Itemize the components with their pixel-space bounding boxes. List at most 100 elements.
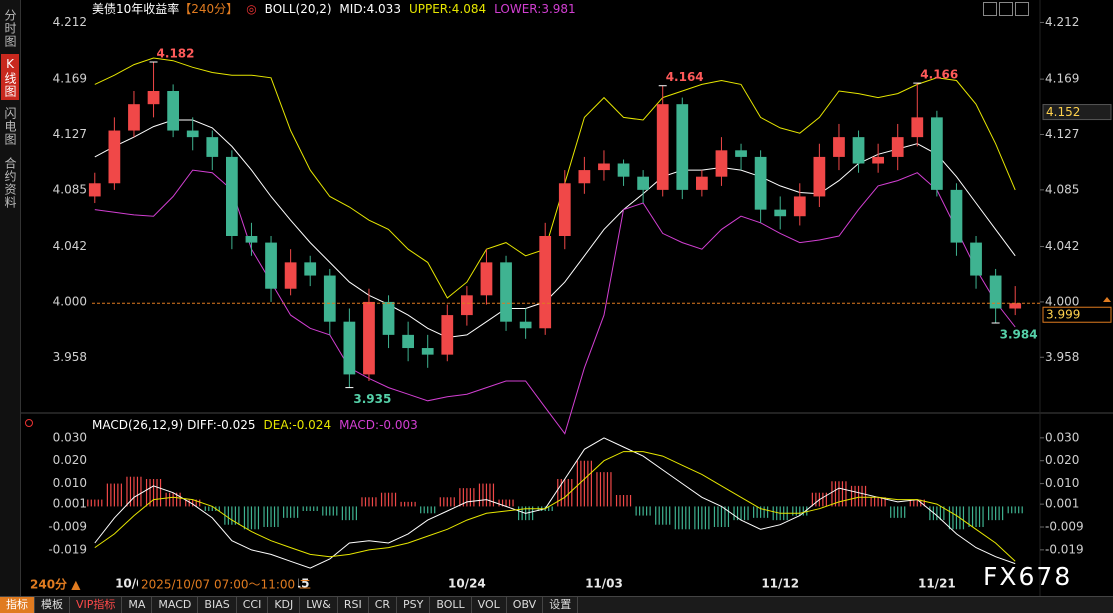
x-tick-label: 10/24	[448, 577, 486, 591]
candle-body	[637, 177, 649, 190]
toolbar-button[interactable]: 设置	[543, 597, 578, 613]
y-tick-label: 4.085	[53, 182, 87, 196]
toolbar-button[interactable]: VOL	[472, 597, 507, 613]
toolbar-button[interactable]: 模板	[35, 597, 70, 613]
y-tick-label: 0.020	[53, 453, 87, 467]
candle-body	[481, 262, 493, 295]
y-tick-label: 4.000	[53, 294, 87, 308]
candle-body	[128, 104, 140, 130]
candle-body	[559, 183, 571, 236]
candle-body	[441, 315, 453, 355]
candle-body	[344, 322, 356, 375]
candle-body	[402, 335, 414, 348]
icon[interactable]	[26, 420, 33, 427]
candle-body	[814, 157, 826, 197]
candle-body	[461, 295, 473, 315]
y-tick-label: -0.019	[1045, 542, 1084, 556]
legend-entry: MID:4.033	[339, 2, 401, 16]
toolbar-button[interactable]: KDJ	[268, 597, 300, 613]
candle-body	[716, 150, 728, 176]
period: 【240分】	[179, 2, 238, 16]
y-tick-label: 0.030	[53, 430, 87, 444]
candle-body	[167, 91, 179, 131]
indicator-toolbar: 指标模板VIP指标MAMACDBIASCCIKDJLW&RSICRPSYBOLL…	[0, 596, 1113, 613]
candle-body	[324, 276, 336, 322]
legend-entry: DEA:-0.024	[264, 418, 332, 432]
candle-body	[657, 104, 669, 190]
y-tick-label: 4.212	[53, 15, 87, 29]
x-tick-label: 11/12	[761, 577, 799, 591]
toolbar-button[interactable]: MA	[122, 597, 152, 613]
candle-body	[774, 210, 786, 217]
toolbar-button[interactable]: LW&	[300, 597, 338, 613]
period-label: 240分 ▲	[30, 577, 81, 592]
icon[interactable]: ◎	[246, 2, 256, 16]
toolbar-icon[interactable]	[983, 2, 997, 16]
y-tick-label: -0.009	[1045, 520, 1084, 534]
toolbar-button[interactable]: OBV	[507, 597, 543, 613]
candle-body	[735, 150, 747, 157]
candle-body	[872, 157, 884, 164]
legend-entry: DIFF:-0.025	[187, 418, 255, 432]
y-tick-label: 4.042	[53, 239, 87, 253]
y-tick-label: 0.020	[1045, 453, 1079, 467]
toolbar-button[interactable]: CR	[369, 597, 397, 613]
candle-body	[187, 131, 199, 138]
candle-body	[206, 137, 218, 157]
y-tick-label: 0.030	[1045, 430, 1079, 444]
x-tick-label: 11/03	[585, 577, 623, 591]
watermark: FX678	[983, 562, 1072, 591]
toolbar-icon[interactable]	[1015, 2, 1029, 16]
chart: 4.2124.2124.1694.1694.1274.1274.0854.085…	[0, 0, 1113, 596]
y-tick-label: 4.127	[53, 127, 87, 141]
marker-price-label: 4.152	[1046, 105, 1080, 119]
last-price-label: 3.999	[1046, 308, 1080, 322]
y-tick-label: 0.001	[53, 497, 87, 511]
indicator: BOLL(20,2)	[265, 2, 332, 16]
y-tick-label: 4.042	[1045, 239, 1079, 253]
candle-body	[755, 157, 767, 210]
candle-body	[1009, 303, 1021, 308]
legend-entry: UPPER:4.084	[409, 2, 486, 16]
price-header: 美债10年收益率【240分】◎BOLL(20,2) MID:4.033UPPER…	[92, 1, 584, 17]
legend-entry: MACD:-0.003	[339, 418, 418, 432]
candle-body	[520, 322, 532, 329]
candle-body	[853, 137, 865, 163]
toolbar-button[interactable]: PSY	[397, 597, 430, 613]
high-label: 4.182	[157, 47, 195, 61]
title: MACD(26,12,9)	[92, 418, 183, 432]
y-tick-label: -0.019	[48, 542, 87, 556]
y-tick-label: 4.000	[1045, 294, 1079, 308]
candle-body	[304, 262, 316, 275]
toolbar-button[interactable]: MACD	[152, 597, 198, 613]
x-tick-label: 11/21	[918, 577, 956, 591]
toolbar-button[interactable]: RSI	[338, 597, 369, 613]
candle-body	[285, 262, 297, 288]
candle-body	[598, 164, 610, 171]
toolbar-button[interactable]: BIAS	[198, 597, 236, 613]
candle-body	[500, 262, 512, 321]
macd-header: MACD(26,12,9) DIFF:-0.025 DEA:-0.024 MACD:-…	[92, 417, 426, 433]
high-label: 4.166	[920, 68, 958, 82]
y-tick-label: 0.010	[53, 476, 87, 490]
candle-body	[579, 170, 591, 183]
candle-body	[951, 190, 963, 243]
toolbar-button[interactable]: CCI	[237, 597, 269, 613]
candle-body	[911, 117, 923, 137]
y-tick-label: -0.009	[48, 520, 87, 534]
toolbar-button[interactable]: 指标	[0, 597, 35, 613]
low-label: 3.935	[353, 392, 391, 406]
toolbar-button[interactable]: VIP指标	[70, 597, 122, 613]
y-tick-label: 4.085	[1045, 182, 1079, 196]
icon	[1103, 297, 1111, 302]
candle-body	[265, 243, 277, 289]
toolbar-button[interactable]: BOLL	[430, 597, 471, 613]
low-label: 3.984	[1000, 328, 1038, 342]
macd-line	[95, 452, 1015, 562]
candle-body	[539, 236, 551, 328]
candle-body	[148, 91, 160, 104]
high-label: 4.164	[666, 70, 704, 84]
candle-body	[618, 164, 630, 177]
y-tick-label: 4.212	[1045, 15, 1079, 29]
toolbar-icon[interactable]	[999, 2, 1013, 16]
